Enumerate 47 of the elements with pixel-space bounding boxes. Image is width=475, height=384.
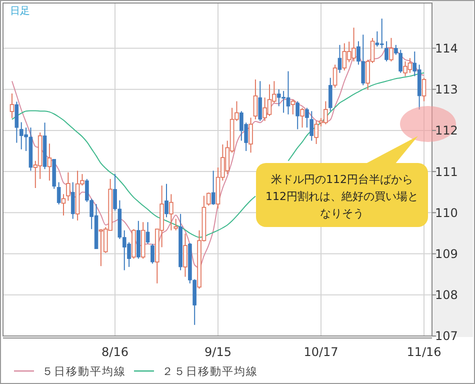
y-tick-label: 108 [435, 288, 458, 302]
legend-label: ５日移動平均線 [42, 365, 126, 378]
candlestick [310, 110, 314, 142]
candlestick [61, 194, 66, 216]
candlestick [150, 243, 154, 264]
y-tick-label: 112 [435, 124, 458, 138]
candlestick [183, 233, 188, 278]
candlestick [206, 192, 211, 206]
candlestick [258, 80, 262, 122]
candlestick [47, 143, 52, 182]
candlestick [169, 194, 174, 231]
y-tick-label: 109 [435, 246, 458, 261]
candlestick [305, 107, 309, 128]
x-tick-label: 11/16 [406, 345, 442, 359]
candlestick [248, 117, 253, 154]
candlestick [10, 92, 14, 119]
y-tick-label: 114 [435, 41, 458, 56]
candlestick [384, 40, 388, 62]
legend-label: ２５日移動平均線 [162, 365, 258, 378]
candlestick [332, 64, 338, 88]
candlestick [14, 101, 19, 144]
x-tick-label: 9/15 [204, 345, 232, 359]
candlestick [314, 120, 318, 145]
candlestick [146, 222, 150, 244]
y-tick-label: 110 [435, 206, 458, 220]
candlestick [174, 218, 178, 231]
candlestick [290, 99, 296, 115]
annotation: 米ドル円の112円台半ばから112円割れは、絶好の買い場となりそう [266, 173, 418, 220]
candlestick [422, 77, 426, 102]
candlestick [253, 78, 258, 120]
candlestick [342, 42, 347, 71]
y-tick-label: 107 [435, 329, 458, 344]
candlestick [70, 182, 75, 220]
candlestick [296, 100, 300, 130]
x-tick-label: 8/16 [102, 345, 128, 359]
y-tick-label: 111 [435, 164, 458, 179]
x-tick-label: 10/17 [304, 345, 338, 359]
y-tick-label: 113 [435, 82, 458, 97]
candlestick [300, 107, 304, 128]
candlestick [66, 172, 70, 202]
candlestick [56, 182, 61, 205]
candlestick [328, 77, 332, 112]
candlestick [338, 44, 342, 74]
annotation: 日足 [10, 6, 30, 17]
candlestick [164, 183, 168, 218]
candlestick [211, 170, 216, 206]
candlestick [389, 37, 394, 62]
